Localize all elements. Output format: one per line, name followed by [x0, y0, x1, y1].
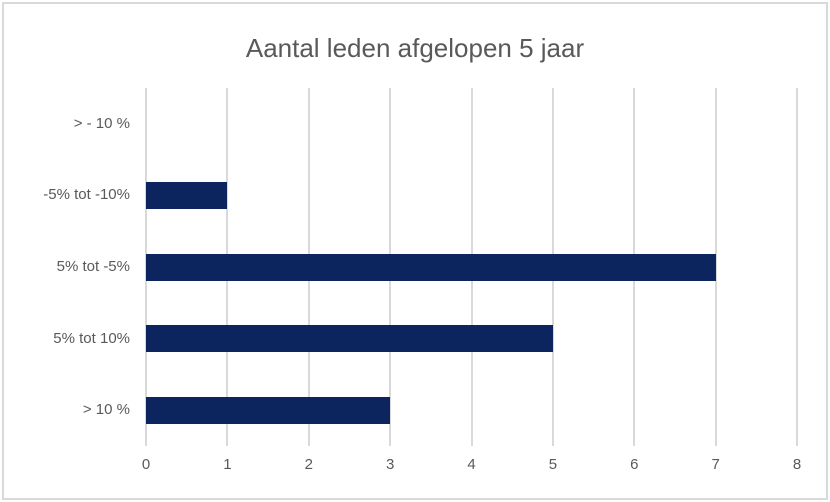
category-axis-labels: > - 10 % -5% tot -10% 5% tot -5% 5% tot 10%…	[0, 88, 130, 446]
plot-area	[145, 88, 798, 446]
x-tick-label-7: 7	[711, 456, 720, 473]
gridline-x-8	[796, 88, 798, 446]
x-tick-label-2: 2	[304, 456, 313, 473]
bar-2	[146, 254, 716, 281]
bar-3	[146, 325, 553, 352]
x-axis-labels: 0 1 2 3 4 5 6 7 8	[142, 456, 801, 478]
chart-title: Aantal leden afgelopen 5 jaar	[245, 33, 585, 63]
category-label-1: -5% tot -10%	[43, 186, 130, 203]
gridline-x-7	[714, 88, 717, 446]
bar-4	[146, 397, 391, 424]
x-tick-label-6: 6	[630, 456, 639, 473]
bar-1	[146, 182, 228, 209]
category-label-2: 5% tot -5%	[56, 258, 130, 275]
category-label-3: 5% tot 10%	[53, 330, 130, 347]
category-label-0: > - 10 %	[73, 115, 130, 132]
x-tick-label-3: 3	[385, 456, 395, 473]
x-tick-label-0: 0	[141, 456, 151, 473]
x-tick-label-8: 8	[792, 456, 802, 473]
x-tick-label-4: 4	[467, 456, 476, 473]
x-tick-label-5: 5	[548, 456, 558, 473]
x-tick-label-1: 1	[223, 456, 232, 473]
category-label-4: > 10 %	[82, 401, 130, 418]
